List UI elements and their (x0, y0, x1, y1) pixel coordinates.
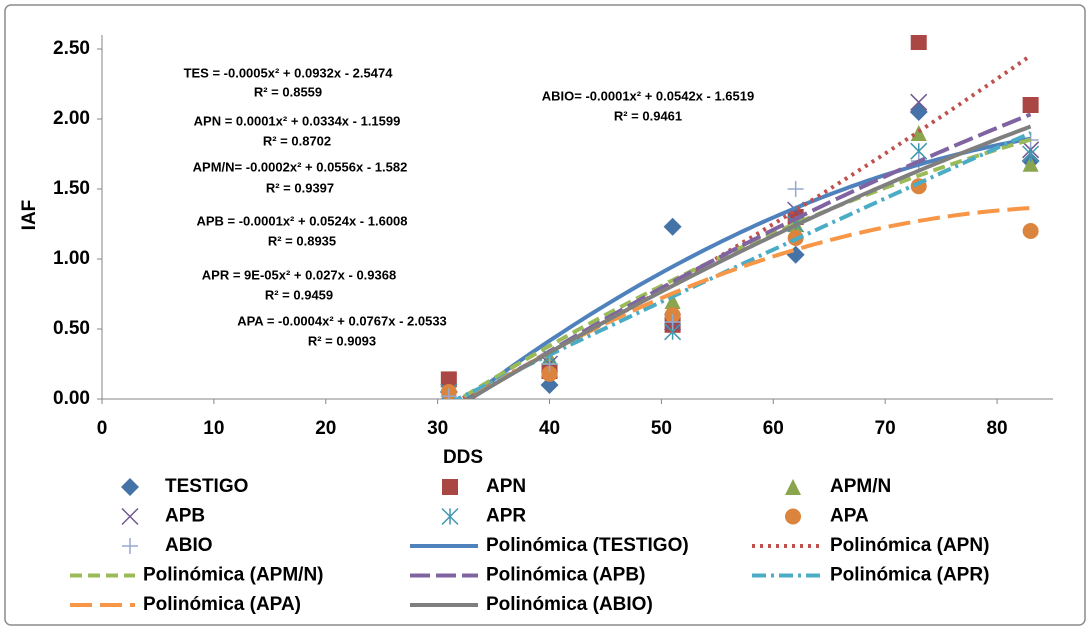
y-tick-label: 2.00 (53, 108, 90, 129)
marker (440, 371, 457, 388)
x-tick-label: 50 (651, 418, 672, 439)
equation-label: R² = 0.9461 (614, 108, 682, 123)
x-axis-label: DDS (443, 447, 483, 468)
x-tick-label: 70 (875, 418, 896, 439)
legend-label: Polinómica (ABIO) (486, 594, 653, 615)
marker (664, 314, 681, 330)
y-tick-label: 0.50 (53, 318, 90, 339)
legend-label: APA (830, 506, 869, 527)
marker (910, 93, 928, 111)
equation-label: R² = 0.8935 (268, 233, 336, 248)
trendline (456, 53, 1032, 399)
x-tick-label: 40 (539, 418, 560, 439)
equation-label: APM/N= -0.0002x² + 0.0556x - 1.582 (193, 159, 408, 174)
y-tick-label: 2.50 (53, 38, 90, 59)
marker (910, 35, 927, 50)
marker (122, 538, 138, 554)
marker (910, 125, 927, 141)
equation-label: APN = 0.0001x² + 0.0334x - 1.1599 (194, 113, 401, 128)
equation-label: TES = -0.0005x² + 0.0932x - 2.5474 (184, 65, 394, 80)
trendline (463, 136, 1031, 399)
marker (663, 217, 682, 236)
x-tick-label: 20 (315, 418, 336, 439)
marker (785, 479, 801, 495)
x-tick-label: 0 (97, 418, 108, 439)
marker (1022, 155, 1039, 172)
y-tick-label: 0.00 (53, 388, 90, 409)
legend-label: Polinómica (APB) (486, 565, 645, 586)
legend-label: TESTIGO (165, 476, 248, 497)
legend-label: Polinómica (APA) (143, 594, 301, 615)
marker (664, 293, 681, 309)
equation-label: R² = 0.9093 (308, 333, 376, 348)
plot-area (439, 35, 1040, 399)
y-tick-label: 1.50 (53, 178, 90, 199)
x-tick-label: 60 (763, 418, 784, 439)
legend-label: APB (165, 506, 205, 527)
marker (441, 507, 459, 526)
legend-label: APN (486, 476, 526, 497)
equation-label: APR = 9E-05x² + 0.027x - 0.9368 (202, 267, 396, 282)
legend-label: ABIO (165, 535, 213, 556)
chart-frame (4, 4, 1086, 626)
marker (121, 478, 139, 496)
y-tick-label: 1.00 (53, 248, 90, 269)
marker (121, 507, 139, 526)
legend-label: APR (486, 506, 526, 527)
marker (541, 356, 558, 372)
trendline (465, 124, 1032, 399)
x-tick-label: 80 (986, 418, 1007, 439)
equation-label: R² = 0.9459 (265, 287, 333, 302)
legend-label: Polinómica (TESTIGO) (486, 535, 689, 556)
marker (787, 181, 804, 197)
trendline (456, 137, 1032, 399)
marker (442, 479, 458, 495)
marker (785, 508, 801, 525)
marker (1022, 223, 1039, 239)
marker (440, 388, 457, 399)
marker (541, 365, 558, 382)
x-tick-label: 30 (427, 418, 448, 439)
x-tick-label: 10 (203, 418, 224, 439)
trendline (465, 206, 1031, 399)
equation-label: APA = -0.0004x² + 0.0767x - 2.0533 (237, 313, 447, 328)
equation-label: APB = -0.0001x² + 0.0524x - 1.6008 (196, 213, 407, 228)
legend-label: APM/N (830, 476, 891, 497)
equation-label: R² = 0.8702 (263, 133, 331, 148)
equation-label: R² = 0.9397 (266, 180, 334, 195)
marker (540, 376, 559, 394)
y-axis-label: IAF (19, 200, 40, 231)
legend-label: Polinómica (APR) (830, 565, 989, 586)
equation-label: R² = 0.8559 (254, 84, 322, 99)
equation-label: ABIO= -0.0001x² + 0.0542x - 1.6519 (542, 88, 754, 103)
legend-label: Polinómica (APN) (830, 535, 989, 556)
legend-label: Polinómica (APM/N) (143, 565, 324, 586)
marker (1022, 97, 1039, 113)
marker (1022, 145, 1040, 163)
